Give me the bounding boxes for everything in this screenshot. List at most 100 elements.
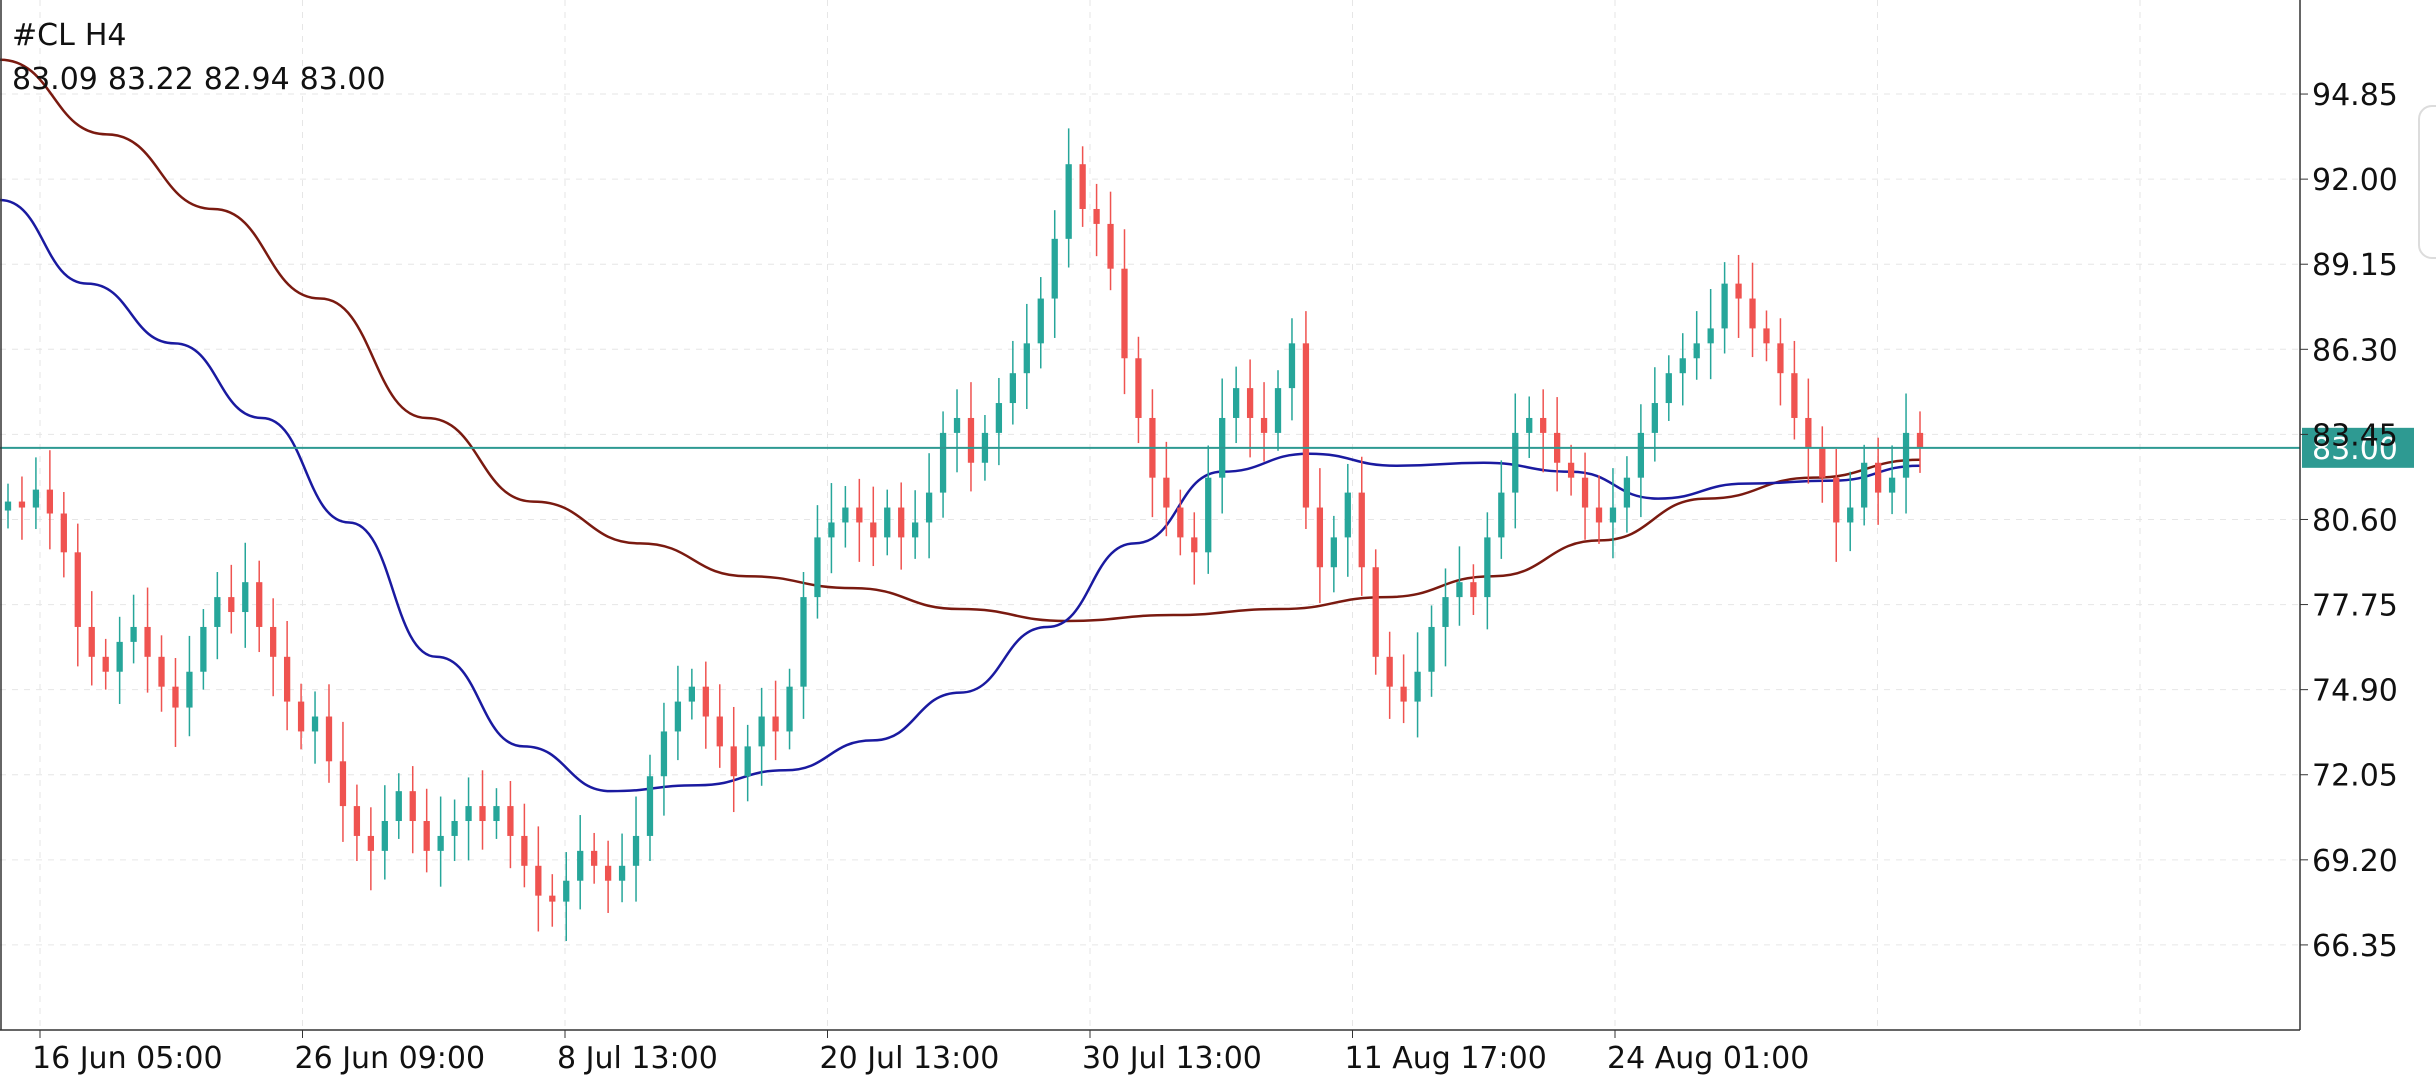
candle [1637,404,1645,518]
candle-body [1833,477,1840,523]
candle [953,389,961,473]
candle [1819,426,1826,503]
ma-fast-line [0,198,1921,793]
candle [1540,389,1547,473]
candle-body [437,835,444,851]
candle-body [297,701,305,732]
candle [32,457,40,530]
candle-body [1121,268,1128,359]
candle [772,680,779,761]
candle-body [60,513,67,553]
ma-slow-line [0,58,1921,623]
candle-body [200,626,207,672]
candle [1749,262,1756,358]
candle-body [995,403,1003,433]
candle [884,489,891,556]
candle [451,799,458,862]
candle [283,620,291,731]
candle [1916,411,1924,473]
candle-body [1707,328,1714,344]
candle-body [912,522,919,538]
candle [646,754,654,862]
candle-body [870,522,877,538]
candle-body [772,716,779,732]
axes: 94.85 92.00 89.15 86.30 83.45 80.60 77.75 74.90… [0,0,2398,1076]
candle [297,683,305,750]
candle-body [1749,298,1756,329]
candle-body [1191,537,1198,553]
candle-body [1679,358,1686,374]
candle [144,587,151,693]
candle-body [395,791,402,822]
candle [1302,311,1310,530]
candle [325,684,333,783]
candle [395,773,402,839]
candle-body [1512,432,1519,493]
candle [74,523,81,667]
candle [800,572,807,719]
candle [409,766,416,854]
candle [1707,288,1714,380]
candle [200,609,207,690]
candle-body [158,656,165,687]
candle-body [451,821,458,836]
candle [1219,378,1226,514]
candle [1023,303,1030,410]
candle-body [730,746,737,777]
candle-body [1861,462,1868,508]
candle-body [646,776,654,836]
side-panel-handle[interactable] [2418,105,2436,259]
candle-body [283,656,291,702]
candle-body [758,716,765,747]
ohlc-open: 83.09 [12,62,98,97]
candle [1386,631,1393,719]
ohlc-low: 82.94 [203,62,290,97]
chart-header: #CL H4 [12,18,136,53]
candle [716,684,723,768]
ohlc-high: 83.22 [107,62,194,97]
candle [130,594,137,664]
candle [60,492,67,578]
candle [1288,318,1296,421]
candle-body [1874,462,1882,493]
candle [437,796,444,887]
candle-body [1093,208,1100,224]
x-tick-label: 24 Aug 01:00 [1607,1041,1809,1076]
candle-body [828,522,835,538]
candle [1079,146,1086,227]
candle [632,796,640,902]
candle [842,486,849,548]
candle-body [1888,477,1896,493]
candle [995,377,1003,466]
timeframe-label: H4 [84,18,127,53]
candle-body [577,850,584,881]
candle-body [1763,328,1770,344]
y-tick-label: 89.15 [2312,248,2398,283]
candle-body [1023,343,1030,374]
candle-body [1274,388,1282,433]
candle [674,665,682,761]
y-tick-label: 94.85 [2312,78,2398,113]
candle-body [1498,492,1505,538]
candle [1777,318,1784,406]
candle [1847,471,1854,552]
candle-body [1470,582,1477,598]
candle [1372,549,1379,675]
candle-body [88,626,95,657]
candle-body [1414,671,1421,702]
candle-body [660,731,668,777]
candle-body [1135,358,1142,418]
x-tick-label: 8 Jul 13:00 [557,1041,718,1076]
candle-body [939,432,947,493]
candle-body [339,761,347,807]
x-tick-label: 26 Jun 09:00 [295,1041,486,1076]
y-tick-label: 74.90 [2312,674,2398,709]
current-price-badge [2302,427,2414,468]
candle-body [925,492,933,523]
candle [967,382,975,492]
candle [1693,311,1700,380]
candle-body [1902,432,1910,478]
candle [1330,515,1337,593]
